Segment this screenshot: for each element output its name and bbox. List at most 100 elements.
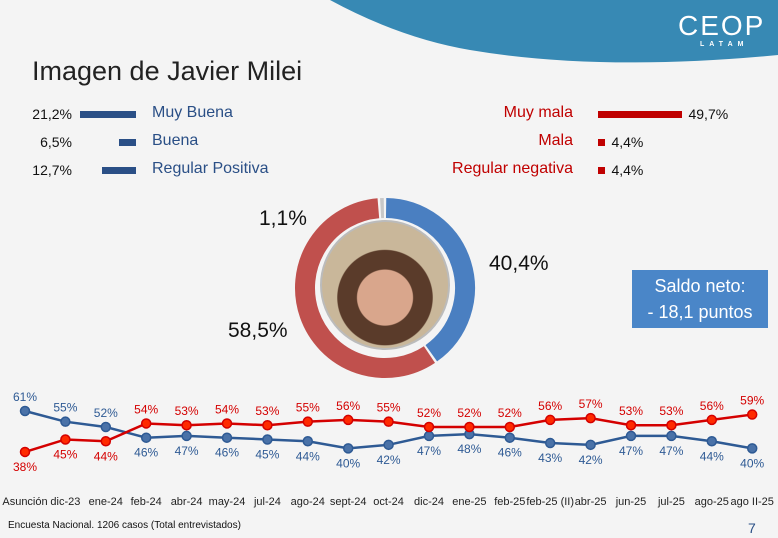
data-label: 47% [175, 444, 199, 458]
data-point [544, 414, 556, 426]
data-label: 38% [13, 460, 37, 474]
data-label: 52% [417, 406, 441, 420]
data-label: 61% [13, 390, 37, 404]
data-label: 44% [94, 449, 118, 463]
data-label: 56% [700, 399, 724, 413]
data-label: 55% [296, 401, 320, 415]
x-tick-label: ene-24 [89, 496, 123, 508]
data-label: 53% [175, 404, 199, 418]
data-label: 40% [336, 456, 360, 470]
data-label: 46% [498, 446, 522, 460]
data-point [140, 432, 152, 443]
data-point [383, 439, 394, 451]
positive-pct: 6,5% [40, 134, 72, 150]
x-tick-label: oct-24 [373, 496, 404, 508]
data-label: 53% [659, 404, 683, 418]
negative-bar [598, 139, 606, 146]
x-tick-label: dic-24 [414, 496, 444, 508]
data-label: 46% [215, 446, 239, 460]
positive-bar [79, 111, 136, 118]
x-tick-label: ago-25 [695, 496, 729, 508]
data-point [221, 418, 233, 429]
data-label: 52% [94, 406, 118, 420]
header-wave [330, 0, 778, 63]
data-point [423, 430, 435, 442]
data-point [221, 432, 233, 443]
negative-pct: 4,4% [611, 162, 644, 178]
negative-pct: 49,7% [688, 106, 729, 122]
positive-label: Muy Buena [152, 104, 233, 121]
data-point [302, 416, 314, 427]
data-label: 40% [740, 456, 764, 470]
data-label: 46% [134, 446, 158, 460]
saldo-label: Saldo neto: [654, 276, 746, 296]
data-point [19, 405, 31, 417]
data-label: 53% [619, 404, 643, 418]
data-point [504, 421, 516, 433]
x-tick-label: sept-24 [330, 496, 367, 508]
data-label: 47% [417, 444, 441, 458]
x-tick-label: ene-25 [452, 496, 486, 508]
data-label: 52% [498, 406, 522, 420]
x-tick-label: feb-25 [494, 496, 525, 508]
data-point [100, 421, 112, 433]
data-point [19, 446, 31, 458]
positive-label: Regular Positiva [152, 160, 269, 177]
x-tick-label: jul-25 [657, 496, 685, 508]
data-point [625, 430, 637, 442]
donut-segment [385, 198, 475, 362]
data-point [746, 409, 758, 420]
saldo-neto-box: Saldo neto: - 18,1 puntos [632, 270, 768, 328]
donut-label-negative: 58,5% [228, 319, 288, 342]
positive-bar [102, 167, 136, 174]
data-label: 54% [134, 402, 158, 416]
portrait-photo [320, 220, 450, 350]
data-point [666, 430, 677, 442]
data-label: 55% [53, 401, 77, 415]
data-label: 59% [740, 394, 764, 408]
negative-bar [598, 167, 606, 174]
donut-segment [295, 198, 435, 378]
negative-bar [598, 111, 683, 118]
data-point [181, 430, 192, 442]
data-label: 48% [457, 442, 481, 456]
x-tick-label: jul-24 [253, 496, 281, 508]
x-tick-label: abr-24 [171, 496, 203, 508]
x-tick-label: ago II-25 [730, 496, 773, 508]
data-label: 54% [215, 402, 239, 416]
data-point [464, 421, 475, 433]
data-label: 47% [659, 444, 683, 458]
data-label: 52% [457, 406, 481, 420]
data-label: 45% [53, 447, 77, 461]
data-point [706, 414, 718, 426]
data-point [625, 419, 637, 431]
data-point [585, 439, 596, 451]
logo-sub: LATAM [700, 41, 749, 48]
positive-label: Buena [152, 132, 199, 149]
data-point [423, 421, 435, 433]
negative-label: Muy mala [503, 104, 573, 121]
x-tick-label: dic-23 [50, 496, 80, 508]
logo: CEOP [678, 10, 766, 41]
data-point [585, 412, 596, 424]
negative-label: Mala [538, 132, 573, 149]
data-label: 56% [538, 399, 562, 413]
x-tick-label: feb-25 (II) [526, 496, 574, 508]
donut-label-nsnc: 1,1% [259, 207, 307, 230]
x-tick-label: may-24 [209, 496, 246, 508]
negative-pct: 4,4% [611, 134, 644, 150]
positive-pct: 21,2% [32, 106, 72, 122]
data-label: 56% [336, 399, 360, 413]
donut-label-positive: 40,4% [489, 252, 549, 275]
data-label: 42% [377, 453, 401, 467]
data-point [262, 419, 273, 431]
negative-label: Regular negativa [452, 160, 573, 177]
data-point [140, 418, 152, 429]
data-label: 53% [255, 404, 279, 418]
data-point [544, 437, 556, 449]
footer-note: Encuesta Nacional. 1206 casos (Total ent… [8, 520, 241, 531]
data-point [181, 419, 192, 431]
data-label: 43% [538, 451, 562, 465]
